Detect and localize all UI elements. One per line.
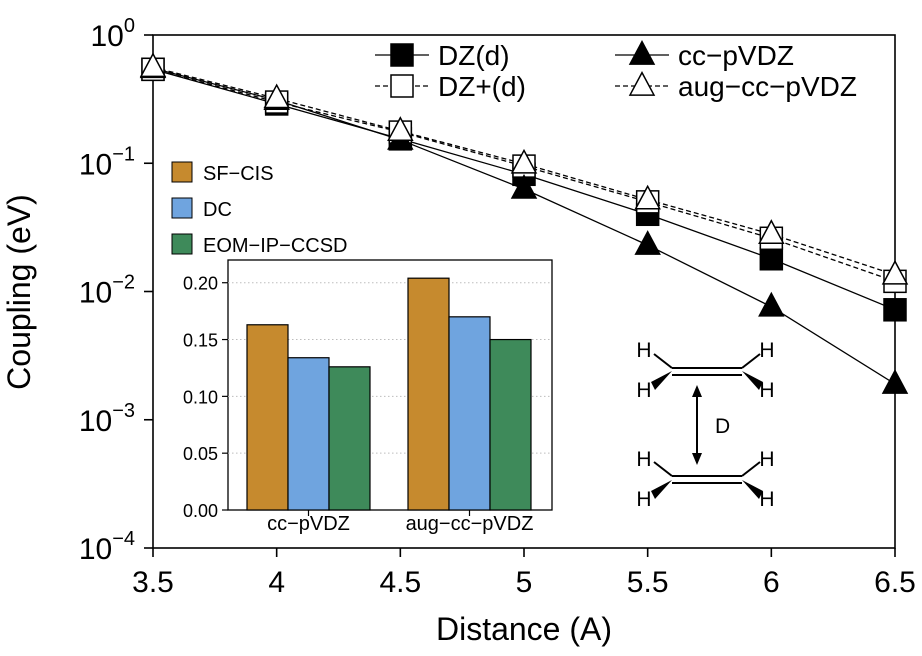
- legend-marker-cc-pvdz: [628, 40, 656, 65]
- data-point-aug-cc-pvdz: [139, 52, 167, 78]
- inset-category-label: aug−cc−pVDZ: [406, 513, 534, 535]
- inset-legend-label-sf-cis: SF−CIS: [203, 163, 274, 185]
- atom-h-label: H: [636, 339, 651, 362]
- data-point-cc-pvdz: [758, 291, 785, 317]
- inset-bar-chart: 0.00 0.05 0.10 0.15 0.20 cc−pVDZ aug−cc−pVDZ: [183, 274, 552, 535]
- y-tick-label: 10−3: [79, 400, 135, 438]
- legend-label-dz-d: DZ+(d): [438, 71, 526, 102]
- x-tick-label: 6.5: [874, 566, 916, 599]
- data-point-dz-d: [759, 247, 784, 271]
- atom-h-label: H: [759, 379, 774, 402]
- atom-h-label: H: [636, 488, 651, 511]
- main-axis-ticks: 3.5 4 4.5 5 5.5 6 6.5 100 10−1 10−2 10−3 10−4: [79, 15, 916, 599]
- x-tick-label: 5.5: [627, 566, 669, 599]
- legend-marker-dz-d: [390, 74, 414, 98]
- atom-h-label: H: [759, 339, 774, 362]
- inset-legend: SF−CIS DC EOM−IP−CCSD: [171, 161, 347, 257]
- legend-label-dz-d: DZ(d): [438, 40, 510, 71]
- data-point-dz-d: [883, 298, 907, 322]
- data-point-aug-cc-pvdz: [758, 219, 785, 244]
- inset-legend-label-eom-ip-ccsd: EOM−IP−CCSD: [203, 235, 347, 257]
- inset-y-tick-label: 0.00: [183, 501, 218, 521]
- y-axis-label: Coupling (eV): [1, 194, 37, 390]
- bar-eom-ip-ccsd-aug-cc-pvdz: [489, 338, 532, 511]
- main-series-markers: [139, 52, 909, 394]
- y-tick-label: 10−4: [79, 528, 135, 566]
- x-tick-label: 6: [763, 566, 780, 599]
- data-point-cc-pvdz: [881, 369, 909, 394]
- inset-y-tick-label: 0.15: [183, 331, 218, 351]
- data-point-aug-cc-pvdz: [634, 184, 661, 210]
- y-tick-label: 100: [91, 15, 136, 53]
- bar-dc-cc-pvdz: [287, 357, 330, 511]
- inset-y-tick-label: 0.05: [183, 444, 218, 464]
- data-point-aug-cc-pvdz: [510, 148, 538, 174]
- legend-label-cc-pvdz: cc−pVDZ: [678, 40, 794, 71]
- x-tick-label: 4.5: [379, 566, 421, 599]
- atom-h-label: H: [759, 448, 774, 471]
- inset-legend-label-dc: DC: [203, 199, 232, 221]
- legend-marker-dz-d: [390, 43, 414, 67]
- y-tick-label: 10−2: [79, 272, 135, 310]
- y-tick-label: 10−1: [79, 143, 135, 181]
- bar-sf-cis-aug-cc-pvdz: [407, 277, 450, 511]
- legend-marker-aug-cc-pvdz: [628, 71, 656, 96]
- x-tick-label: 5: [516, 566, 533, 599]
- atom-h-label: H: [636, 379, 651, 402]
- ethylene-dimer-diagram: [651, 353, 763, 499]
- inset-y-tick-label: 0.10: [183, 387, 218, 407]
- bar-dc-aug-cc-pvdz: [448, 316, 491, 511]
- distance-d-label: D: [715, 415, 730, 438]
- inset-legend-swatch-eom-ip-ccsd: [171, 233, 193, 255]
- inset-legend-swatch-sf-cis: [171, 161, 193, 183]
- data-point-aug-cc-pvdz: [263, 83, 290, 109]
- x-tick-label: 3.5: [132, 566, 174, 599]
- bar-sf-cis-cc-pvdz: [246, 324, 289, 511]
- inset-y-tick-label: 0.20: [183, 274, 218, 294]
- data-point-cc-pvdz: [634, 230, 661, 255]
- inset-legend-swatch-dc: [171, 197, 193, 219]
- legend-label-aug-cc-pvdz: aug−cc−pVDZ: [678, 71, 857, 102]
- x-axis-label: Distance (A): [436, 611, 612, 647]
- ethylene-atom-labels: H H H H H H H H D: [636, 339, 774, 511]
- x-tick-label: 4: [268, 566, 285, 599]
- atom-h-label: H: [759, 488, 774, 511]
- data-point-aug-cc-pvdz: [881, 259, 909, 285]
- inset-category-label: cc−pVDZ: [267, 513, 350, 535]
- atom-h-label: H: [636, 448, 651, 471]
- data-point-aug-cc-pvdz: [387, 116, 414, 141]
- data-point-cc-pvdz: [510, 174, 538, 199]
- bar-eom-ip-ccsd-cc-pvdz: [328, 366, 371, 511]
